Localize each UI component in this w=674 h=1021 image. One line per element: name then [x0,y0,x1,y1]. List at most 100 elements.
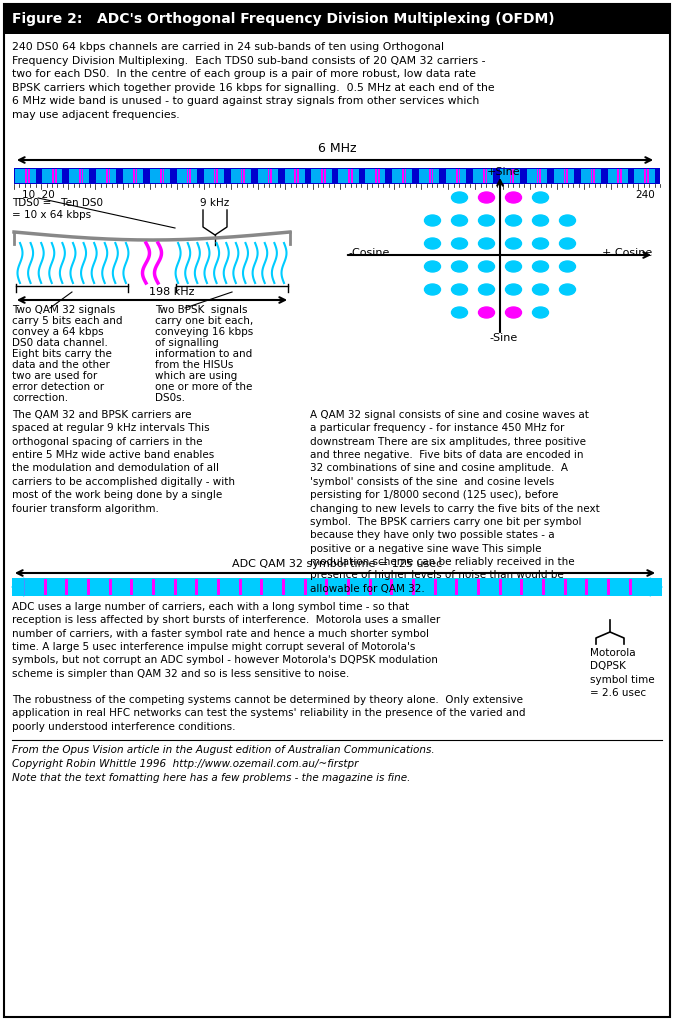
Ellipse shape [532,307,549,318]
Ellipse shape [532,215,549,226]
Bar [109,579,111,595]
Bar [42,169,63,183]
Ellipse shape [532,192,549,203]
Bar [566,169,568,183]
Ellipse shape [425,284,441,295]
Text: The QAM 32 and BPSK carriers are
spaced at regular 9 kHz intervals This
orthogon: The QAM 32 and BPSK carriers are spaced … [12,410,235,514]
Bar [351,169,353,183]
Bar [338,169,359,183]
Text: one or more of the: one or more of the [155,382,252,392]
Text: + Cosine: + Cosine [602,248,652,258]
Bar [325,579,328,595]
Bar [270,169,272,183]
Ellipse shape [506,261,522,272]
Bar [647,169,648,183]
Text: 10  20: 10 20 [22,190,55,200]
Ellipse shape [559,284,576,295]
Ellipse shape [452,284,468,295]
Text: A QAM 32 signal consists of sine and cosine waves at
a particular frequency - fo: A QAM 32 signal consists of sine and cos… [310,410,600,593]
Bar [195,579,198,595]
Bar [295,169,296,183]
Bar [563,169,565,183]
Bar [520,579,523,595]
Bar [483,169,485,183]
Bar [433,579,437,595]
Bar [634,169,654,183]
Bar [303,579,307,595]
Ellipse shape [559,215,576,226]
Text: ADC QAM 32 symbol time = 125 usec: ADC QAM 32 symbol time = 125 usec [232,560,442,569]
Ellipse shape [559,261,576,272]
Bar [537,169,539,183]
Bar [297,169,299,183]
Bar [130,579,133,595]
Bar [473,169,493,183]
Text: 6 MHz: 6 MHz [317,142,357,155]
Bar [607,169,627,183]
Ellipse shape [506,238,522,249]
Ellipse shape [425,261,441,272]
Bar [405,169,406,183]
Text: -Cosine: -Cosine [348,248,390,258]
Text: conveying 16 kbps: conveying 16 kbps [155,327,253,337]
Bar [282,579,285,595]
Text: ADC uses a large number of carriers, each with a long symbol time - so that
rece: ADC uses a large number of carriers, eac… [12,602,440,679]
Bar [260,579,263,595]
Bar [135,169,137,183]
Text: = 10 x 64 kbps: = 10 x 64 kbps [12,210,91,220]
Polygon shape [12,578,24,596]
Bar [257,169,278,183]
Bar [123,169,143,183]
Ellipse shape [425,215,441,226]
Text: error detection or: error detection or [12,382,104,392]
Text: Eight bits carry the: Eight bits carry the [12,349,112,359]
Bar [4,4,670,34]
Text: data and the other: data and the other [12,360,110,370]
Ellipse shape [452,192,468,203]
Bar [65,579,68,595]
Ellipse shape [452,238,468,249]
Bar [477,579,480,595]
Text: two are used for: two are used for [12,371,97,381]
Ellipse shape [532,284,549,295]
Text: from the HISUs: from the HISUs [155,360,233,370]
Text: which are using: which are using [155,371,237,381]
Bar [321,169,323,183]
Bar [500,169,520,183]
Bar [28,169,30,183]
Bar [378,169,379,183]
Text: carry one bit each,: carry one bit each, [155,317,253,326]
Text: +Sine: +Sine [487,167,521,177]
Bar [446,169,466,183]
Ellipse shape [479,307,495,318]
Text: carry 5 bits each and: carry 5 bits each and [12,317,123,326]
Text: information to and: information to and [155,349,252,359]
Text: 240 DS0 64 kbps channels are carried in 24 sub-bands of ten using Orthogonal
Fre: 240 DS0 64 kbps channels are carried in … [12,42,495,120]
Bar [150,169,170,183]
Text: 198 kHz: 198 kHz [149,287,195,297]
Bar [22,579,25,595]
Bar [485,169,487,183]
Ellipse shape [506,192,522,203]
Bar [348,169,350,183]
Text: TDS0 =   Ten DS0: TDS0 = Ten DS0 [12,198,103,208]
Text: of signalling: of signalling [155,338,219,348]
Bar [177,169,197,183]
Bar [173,579,177,595]
Bar [510,169,512,183]
Text: convey a 64 kbps: convey a 64 kbps [12,327,104,337]
Bar [375,169,377,183]
Bar [644,169,646,183]
Bar [239,579,241,595]
Text: The robustness of the competing systems cannot be determined by theory alone.  O: The robustness of the competing systems … [12,695,526,732]
Bar [347,579,350,595]
Bar [214,169,215,183]
Bar [52,169,54,183]
Bar [593,169,595,183]
Bar [311,169,332,183]
Bar [12,578,662,596]
Bar [55,169,57,183]
Bar [527,169,547,183]
Ellipse shape [506,284,522,295]
Ellipse shape [452,261,468,272]
